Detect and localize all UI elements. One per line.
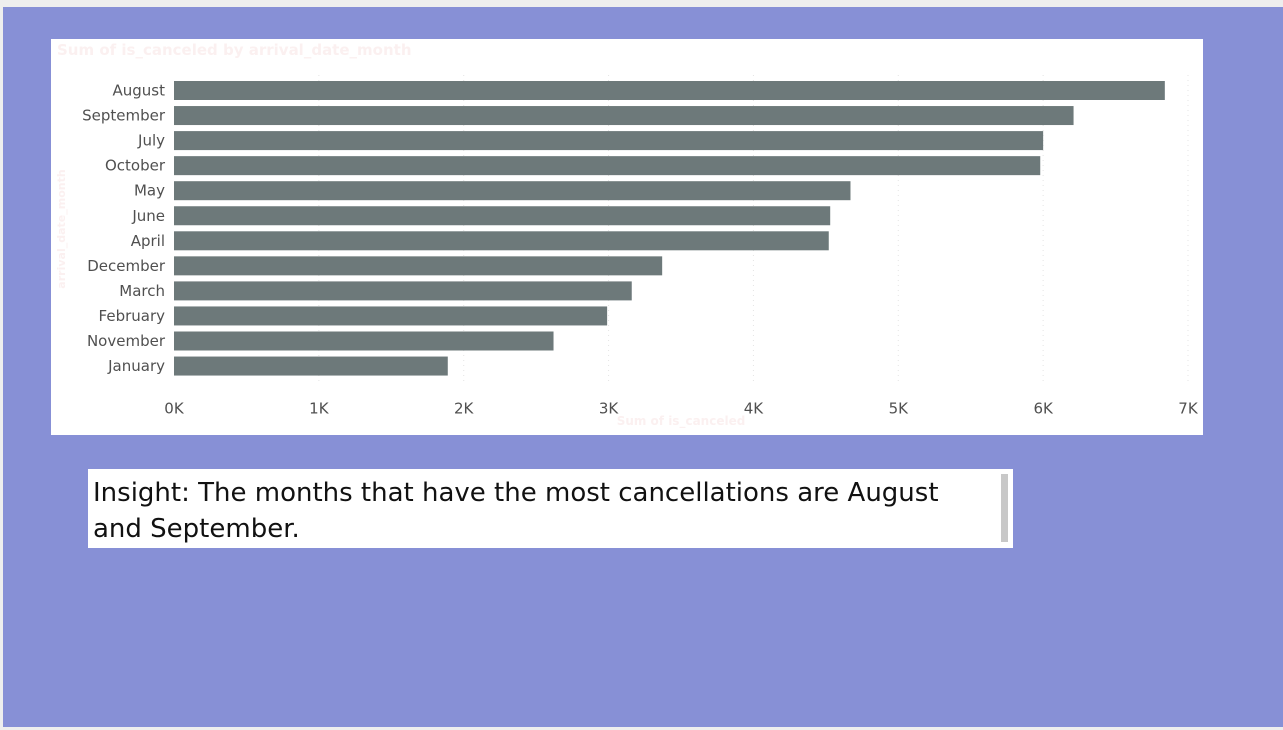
report-canvas: Sum of is_canceled by arrival_date_month… [3,7,1283,727]
bar-february[interactable] [174,306,608,326]
bar-september[interactable] [174,106,1074,126]
y-category-label: August [113,82,166,100]
y-category-label: November [87,332,166,350]
insight-textbox[interactable]: Insight: The months that have the most c… [88,469,1013,548]
bar-chart-svg: 0K 1K 2K 3K 4K 5K 6K 7K August September July Octob… [82,75,1199,418]
bar-october[interactable] [174,156,1041,176]
y-category-label: October [105,157,166,175]
bar-march[interactable] [174,281,632,301]
bar-may[interactable] [174,181,851,201]
bar-november[interactable] [174,331,554,351]
y-category-label: February [99,307,166,325]
x-tick-label: 3K [599,400,620,418]
bar-july[interactable] [174,131,1044,151]
x-tick-label: 4K [744,400,765,418]
y-category-label: April [131,232,165,250]
x-axis-title: Sum of is_canceled [616,414,746,428]
bar-april[interactable] [174,231,829,251]
x-tick-label: 0K [164,400,185,418]
insight-scrollbar[interactable] [1001,474,1008,542]
bar-june[interactable] [174,206,831,226]
bar-chart-visual[interactable]: Sum of is_canceled by arrival_date_month… [51,39,1203,435]
y-category-label: March [119,282,165,300]
y-category-label: September [82,107,166,125]
y-category-label: January [107,357,165,375]
y-category-label: July [137,132,165,150]
bar-january[interactable] [174,356,448,376]
y-category-label: May [134,182,165,200]
x-tick-label: 6K [1033,400,1054,418]
insight-text: Insight: The months that have the most c… [93,478,939,544]
x-tick-label: 1K [309,400,330,418]
chart-title: Sum of is_canceled by arrival_date_month [57,41,412,59]
bar-august[interactable] [174,81,1165,100]
x-tick-label: 2K [454,400,475,418]
bar-december[interactable] [174,256,663,276]
y-category-label: December [87,257,166,275]
x-tick-label: 5K [889,400,910,418]
x-tick-label: 7K [1178,400,1199,418]
y-category-label: June [131,207,165,225]
